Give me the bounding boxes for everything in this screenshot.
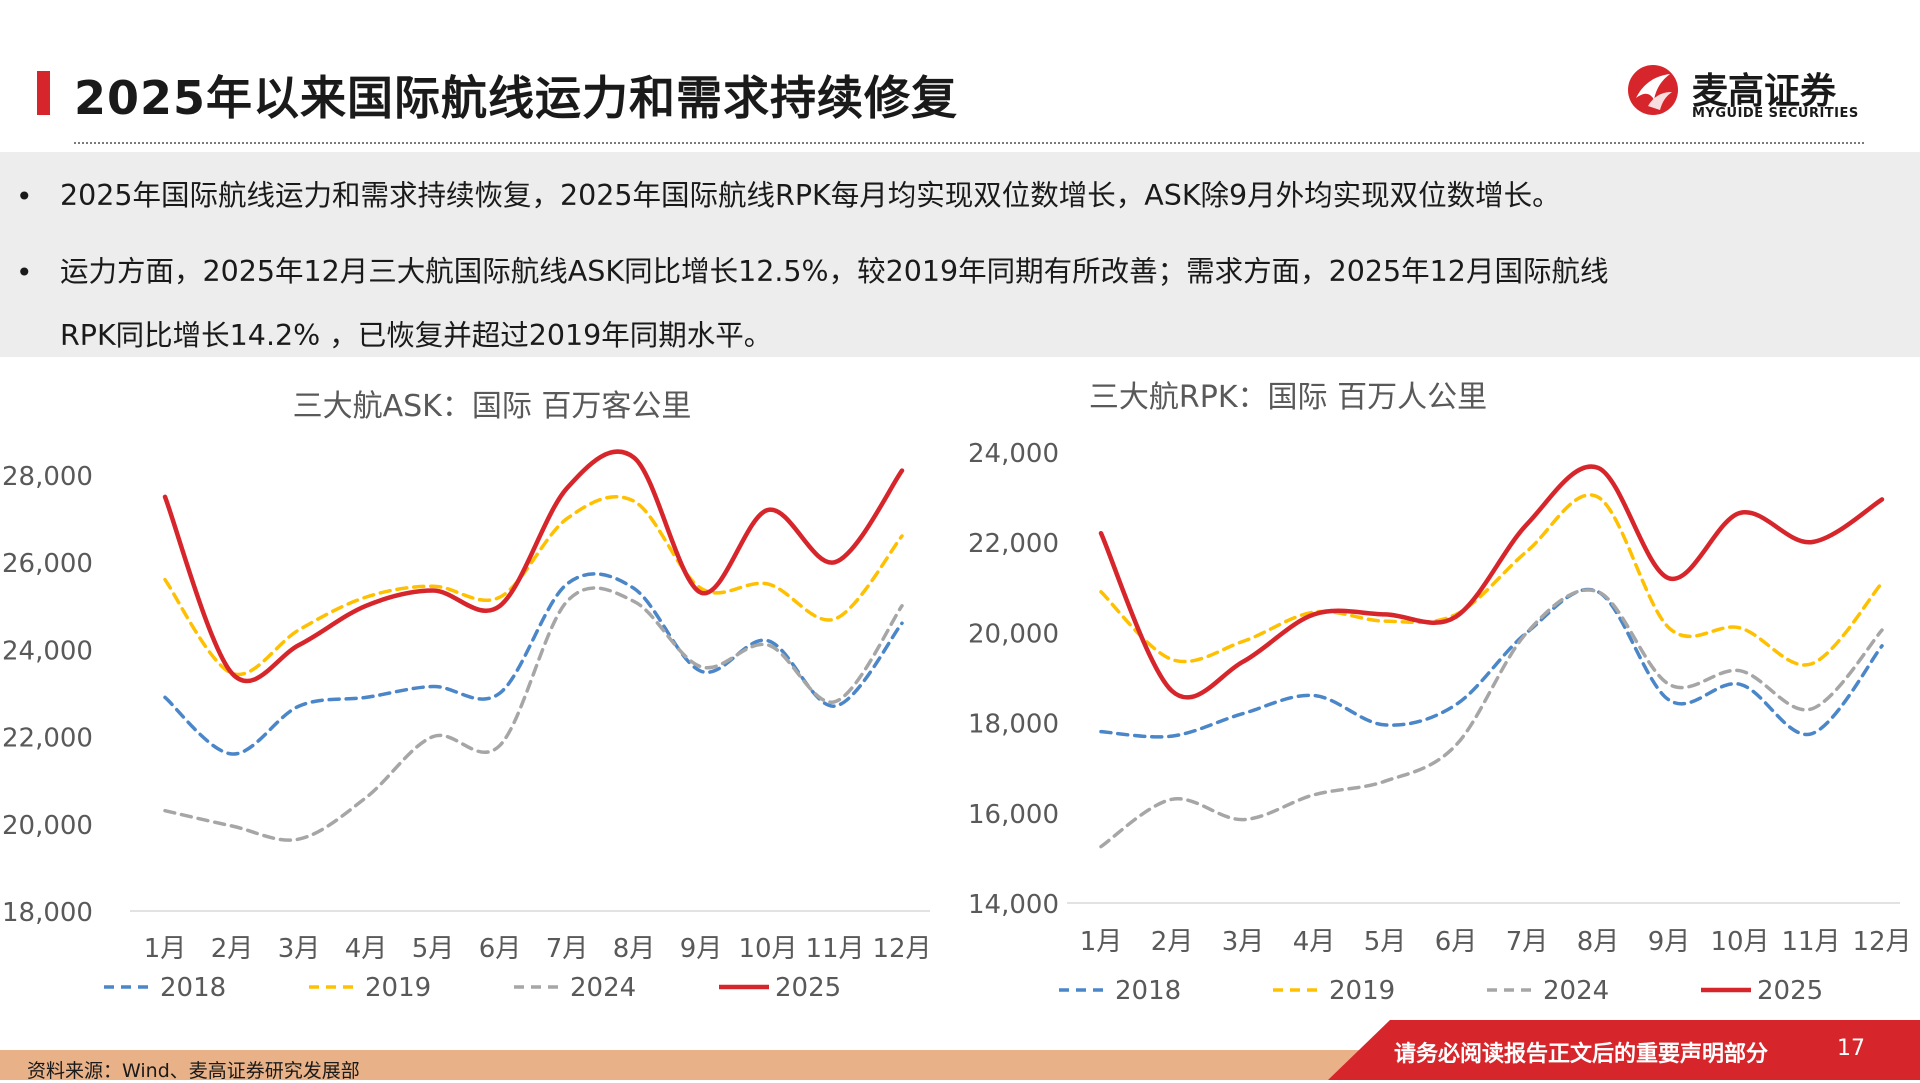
x-tick-label: 2月 (211, 934, 254, 964)
chart-title: 三大航RPK：国际 百万人公里 (1089, 380, 1487, 415)
x-tick-label: 4月 (1293, 927, 1336, 957)
x-tick-label: 9月 (1648, 927, 1691, 957)
series-line-2018 (163, 572, 904, 756)
page-title: 2025年以来国际航线运力和需求持续修复 (74, 71, 959, 125)
disclaimer-notice: 请务必阅读报告正文后的重要声明部分 (1394, 1042, 1769, 1067)
logo-mark-icon (1628, 65, 1678, 115)
x-tick-label: 11月 (1781, 927, 1840, 957)
y-tick-label: 22,000 (968, 529, 1059, 559)
title-accent-bar (37, 71, 50, 115)
chart-title: 三大航ASK：国际 百万客公里 (293, 389, 692, 424)
bullet-icon: • (16, 256, 33, 289)
x-tick-label: 10月 (738, 934, 797, 964)
y-tick-label: 24,000 (968, 439, 1059, 469)
bullet-text: 2025年国际航线运力和需求持续恢复，2025年国际航线RPK每月均实现双位数增… (60, 179, 1561, 212)
y-tick-label: 20,000 (2, 811, 93, 841)
ask-line-chart: 三大航ASK：国际 百万客公里 18,000 20,000 22,000 24,000 2… (2, 389, 932, 1003)
x-tick-label: 5月 (1364, 927, 1407, 957)
x-tick-label: 12月 (1852, 927, 1911, 957)
x-tick-label: 1月 (1080, 927, 1123, 957)
legend-label: 2018 (160, 973, 226, 1003)
x-tick-label: 6月 (1435, 927, 1478, 957)
x-tick-label: 4月 (345, 934, 388, 964)
x-tick-label: 7月 (546, 934, 589, 964)
logo-subtitle: MYGUIDE SECURITIES (1692, 106, 1859, 121)
series-line-2024 (163, 586, 904, 842)
header-divider (74, 142, 1864, 144)
legend-label: 2019 (1329, 976, 1395, 1006)
y-tick-label: 18,000 (2, 898, 93, 928)
x-tick-label: 11月 (805, 934, 864, 964)
x-tick-label: 12月 (872, 934, 931, 964)
y-tick-label: 14,000 (968, 890, 1059, 920)
x-tick-label: 5月 (412, 934, 455, 964)
x-tick-label: 9月 (680, 934, 723, 964)
x-tick-label: 1月 (144, 934, 187, 964)
y-tick-label: 20,000 (968, 619, 1059, 649)
logo-name: 麦高证券 (1692, 71, 1837, 112)
x-tick-label: 7月 (1506, 927, 1549, 957)
x-tick-label: 3月 (278, 934, 321, 964)
series-line-2025 (162, 449, 905, 684)
x-tick-label: 3月 (1222, 927, 1265, 957)
x-tick-label: 8月 (1577, 927, 1620, 957)
bullet-text: 运力方面，2025年12月三大航国际航线ASK同比增长12.5%，较2019年同… (60, 255, 1609, 288)
y-tick-label: 26,000 (2, 549, 93, 579)
series-line-2019 (1099, 493, 1884, 667)
series-line-2024 (1099, 588, 1884, 849)
legend-label: 2025 (775, 973, 841, 1003)
legend-label: 2024 (570, 973, 636, 1003)
legend-label: 2024 (1543, 976, 1609, 1006)
y-tick-label: 16,000 (968, 800, 1059, 830)
y-tick-label: 28,000 (2, 462, 93, 492)
footer-notice-shape (1328, 1020, 1920, 1080)
y-tick-label: 22,000 (2, 724, 93, 754)
series-line-2025 (1098, 464, 1885, 700)
rpk-line-chart: 三大航RPK：国际 百万人公里 14,000 16,000 18,000 20,000 2… (968, 380, 1912, 1006)
legend-label: 2025 (1757, 976, 1823, 1006)
y-tick-label: 18,000 (968, 710, 1059, 740)
x-tick-label: 2月 (1151, 927, 1194, 957)
source-note: 资料来源：Wind、麦高证券研究发展部 (27, 1060, 360, 1082)
bullet-text: RPK同比增长14.2% ，已恢复并超过2019年同期水平。 (60, 319, 773, 352)
x-tick-label: 8月 (613, 934, 656, 964)
bullet-icon: • (16, 180, 33, 213)
series-line-2018 (1099, 587, 1884, 739)
brand-logo: 麦高证券 MYGUIDE SECURITIES (1626, 62, 1858, 126)
summary-panel: • 2025年国际航线运力和需求持续恢复，2025年国际航线RPK每月均实现双位… (0, 152, 1920, 357)
x-tick-label: 6月 (479, 934, 522, 964)
legend-label: 2019 (365, 973, 431, 1003)
x-tick-label: 10月 (1710, 927, 1769, 957)
y-tick-label: 24,000 (2, 636, 93, 666)
legend-label: 2018 (1115, 976, 1181, 1006)
series-line-2019 (163, 495, 904, 677)
page-number: 17 (1837, 1036, 1865, 1061)
